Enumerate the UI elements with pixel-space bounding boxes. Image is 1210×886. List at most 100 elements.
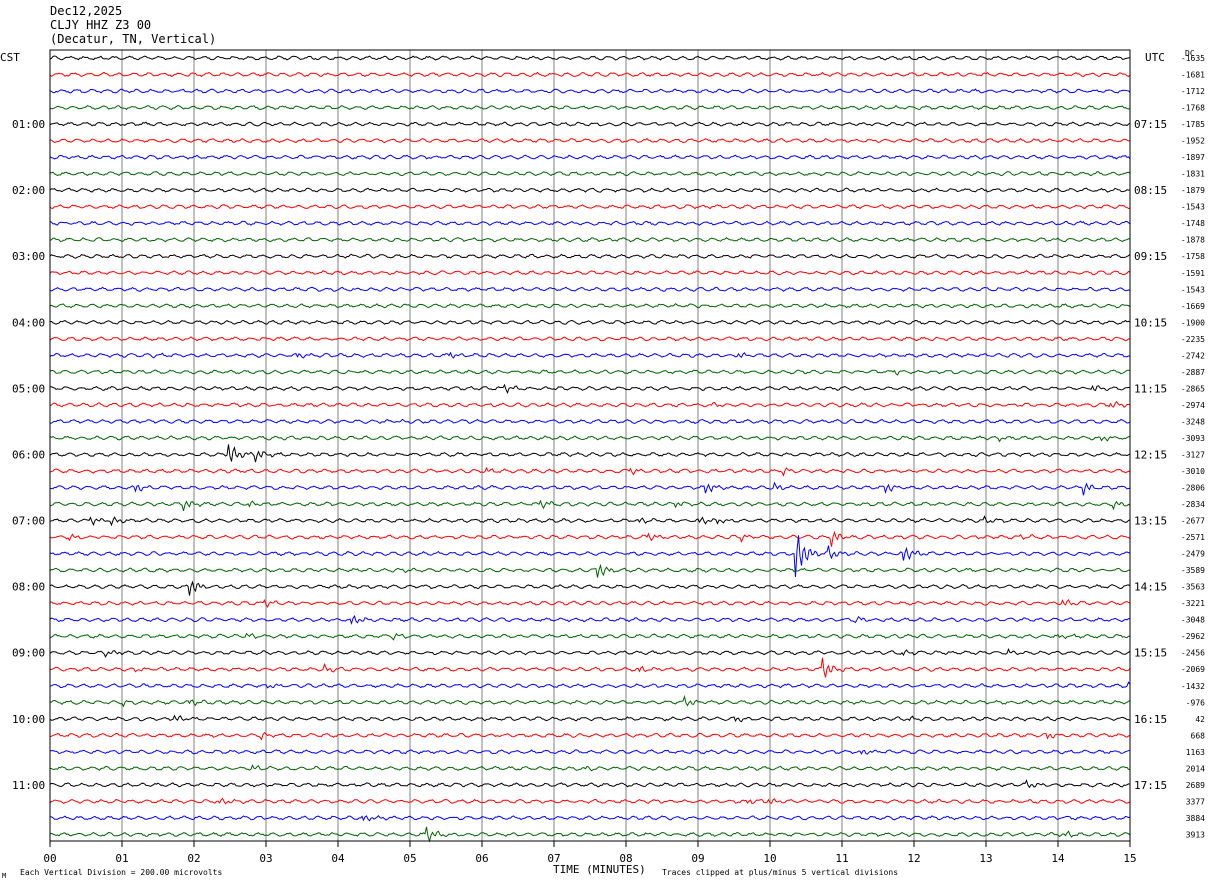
cst-hour-label: 11:00 [12,779,45,792]
seismic-trace [49,336,1131,342]
date-label: Dec12,2025 [50,4,123,18]
utc-hour-label: 12:15 [1134,448,1167,461]
dc-offset-label: -2677 [1181,517,1205,526]
dc-offset-label: -3563 [1181,583,1205,592]
x-tick-label: 11 [835,852,848,865]
dc-offset-label: -976 [1186,698,1205,707]
dc-offset-label: -1432 [1181,682,1205,691]
dc-offset-label: -1635 [1181,54,1205,63]
dc-offset-label: -2865 [1181,384,1205,393]
x-tick-label: 10 [763,852,776,865]
dc-offset-label: -2235 [1181,335,1205,344]
dc-offset-label: -3010 [1181,467,1205,476]
seismic-trace [49,580,1131,596]
seismic-trace [49,253,1131,259]
dc-offset-label: -1543 [1181,203,1205,212]
x-tick-label: 02 [187,852,200,865]
dc-offset-label: -2806 [1181,484,1205,493]
seismic-trace [49,435,1131,443]
utc-hour-label: 09:15 [1134,250,1167,263]
x-tick-label: 00 [43,852,56,865]
dc-offset-label: 3377 [1186,797,1205,806]
grid-lines [121,50,1059,841]
utc-hour-label: 13:15 [1134,515,1167,528]
seismic-trace [49,55,1131,61]
x-tick-label: 14 [1051,852,1065,865]
seismic-trace [49,351,1130,359]
seismic-trace [49,286,1131,292]
dc-offset-label: -3048 [1181,616,1205,625]
footer-note-left: Each Vertical Division = 200.00 microvol… [20,868,222,877]
seismic-trace [49,535,1131,578]
dc-offset-label: -1831 [1181,170,1205,179]
seismic-trace [49,71,1131,78]
cst-hour-label: 05:00 [12,382,45,395]
seismic-trace [49,319,1131,325]
seismic-trace [49,466,1131,477]
cst-hour-label: 04:00 [12,316,45,329]
dc-offset-label: -2571 [1181,533,1205,542]
seismic-trace [49,657,1131,678]
x-tick-label: 08 [619,852,632,865]
seismic-trace [49,369,1131,376]
dc-offset-label: -2456 [1181,649,1205,658]
utc-hour-label: 16:15 [1134,713,1167,726]
dc-offset-label: -1591 [1181,269,1205,278]
seismic-trace [49,270,1131,276]
seismic-trace [49,220,1131,226]
dc-offset-label: -3248 [1181,417,1205,426]
footer-note-right: Traces clipped at plus/minus 5 vertical … [662,868,898,877]
seismic-trace [49,237,1131,243]
seismic-trace [49,400,1131,408]
dc-offset-label: 1163 [1186,748,1205,757]
seismic-trace [49,797,1131,805]
dc-offset-label: -3093 [1181,434,1205,443]
dc-offset-label: 42 [1195,715,1205,724]
dc-offset-label: -2887 [1181,368,1205,377]
seismic-trace [50,418,1131,425]
dc-offset-label: -1878 [1181,236,1205,245]
dc-offset-label: -2479 [1181,550,1205,559]
dc-offset-label: -3221 [1181,599,1205,608]
cst-hour-label: 09:00 [12,647,45,660]
seismic-trace [50,694,1131,708]
x-tick-label: 04 [331,852,345,865]
seismic-trace [49,731,1131,741]
dc-offset-label: -3127 [1181,450,1205,459]
seismic-trace [49,632,1131,641]
cst-hour-label: 07:00 [12,515,45,528]
utc-hour-label: 14:15 [1134,581,1167,594]
left-axis-title: CST [0,51,20,64]
plot-frame [49,49,1131,842]
x-tick-label: 07 [547,852,560,865]
seismic-trace [50,814,1131,822]
dc-offset-label: -1543 [1181,285,1205,294]
dc-offset-label: -1900 [1181,318,1205,327]
seismic-trace [49,88,1131,94]
utc-hour-label: 07:15 [1134,118,1167,131]
cst-hour-label: 02:00 [12,184,45,197]
cst-hour-label: 08:00 [12,581,45,594]
dc-axis-title: DC [1185,49,1195,58]
seismic-trace [49,647,1131,658]
dc-offset-label: -1785 [1181,120,1205,129]
cst-hour-label: 01:00 [12,118,45,131]
seismic-trace [49,137,1131,144]
seismic-trace [49,614,1131,626]
utc-hour-label: 15:15 [1134,647,1167,660]
utc-hour-label: 11:15 [1134,382,1167,395]
dc-offset-label: -3589 [1181,566,1205,575]
dc-offset-label: -2742 [1181,351,1205,360]
utc-hour-label: 08:15 [1134,184,1167,197]
dc-offset-label: 3913 [1186,830,1205,839]
x-tick-label: 09 [691,852,704,865]
x-tick-label: 15 [1123,852,1136,865]
dc-offset-label: 2689 [1186,781,1205,790]
traces [49,55,1131,843]
dc-offset-label: -2069 [1181,665,1205,674]
x-tick-label: 06 [475,852,488,865]
x-axis-title: TIME (MINUTES) [553,863,646,876]
seismic-trace [49,121,1131,127]
location-label: (Decatur, TN, Vertical) [50,32,217,46]
seismic-trace [49,563,1130,578]
